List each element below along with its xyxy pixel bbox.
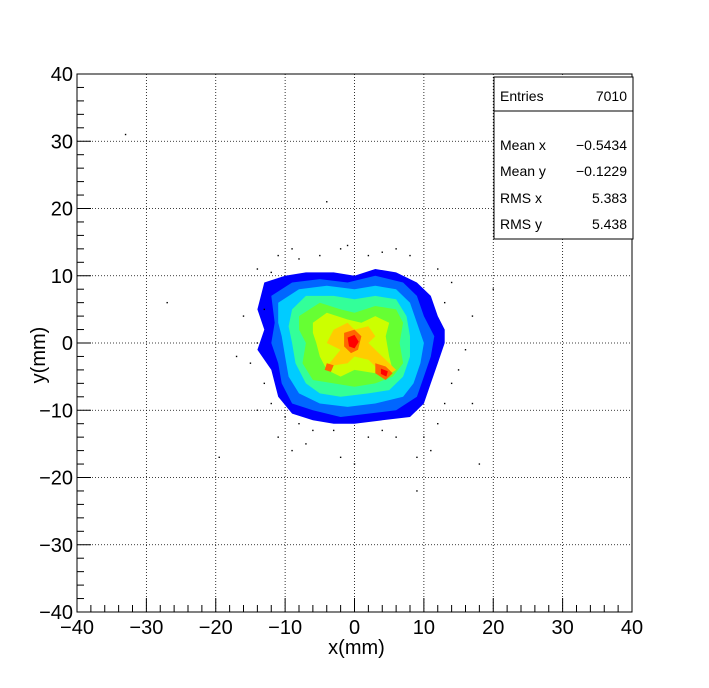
y-tick-label: 40 bbox=[51, 64, 73, 86]
y-tick-label: −10 bbox=[39, 400, 73, 422]
stats-mean-y-value: −0.1229 bbox=[576, 163, 627, 179]
scatter-point bbox=[339, 456, 342, 459]
scatter-point bbox=[166, 301, 168, 304]
scatter-point bbox=[395, 436, 397, 438]
scatter-point bbox=[450, 281, 453, 284]
scatter-point bbox=[464, 349, 467, 351]
x-tick-label: 10 bbox=[413, 617, 435, 639]
scatter-point bbox=[277, 436, 279, 438]
y-tick-label: 0 bbox=[62, 333, 73, 355]
scatter-point bbox=[242, 315, 245, 317]
scatter-point bbox=[277, 254, 279, 257]
scatter-point bbox=[395, 248, 397, 250]
scatter-point bbox=[305, 443, 307, 445]
contour-level-9 bbox=[380, 368, 388, 377]
scatter-point bbox=[270, 271, 272, 274]
x-tick-label: 40 bbox=[621, 617, 643, 639]
x-tick-label: 0 bbox=[349, 617, 360, 639]
scatter-point bbox=[346, 244, 349, 247]
x-tick-label: −30 bbox=[129, 617, 163, 639]
scatter-point bbox=[332, 429, 335, 432]
x-tick-label: −10 bbox=[268, 617, 302, 639]
contour-level-8 bbox=[324, 363, 334, 372]
heatmap-contours bbox=[257, 269, 445, 424]
y-tick-label: 30 bbox=[51, 131, 73, 153]
scatter-point bbox=[298, 423, 300, 425]
scatter-point bbox=[312, 429, 314, 432]
stats-entries-value: 7010 bbox=[596, 88, 627, 104]
stats-mean-x-value: −0.5434 bbox=[576, 137, 627, 153]
scatter-point bbox=[471, 402, 474, 405]
stats-box-frame bbox=[493, 76, 634, 240]
contour-level-9 bbox=[347, 334, 359, 349]
scatter-point bbox=[423, 436, 425, 438]
axis-ticks: −40 −30 −20 −10 0 10 20 30 40 40 30 20 10 0 −10 −20 −30 −… bbox=[39, 64, 643, 639]
scatter-point bbox=[450, 382, 453, 385]
scatter-point bbox=[437, 268, 439, 270]
stats-rms-x-value: 5.383 bbox=[592, 190, 627, 206]
scatter-point bbox=[443, 402, 446, 405]
scatter-point bbox=[430, 449, 432, 452]
scatter-point bbox=[124, 133, 127, 136]
stats-rms-x-label: RMS x bbox=[500, 190, 542, 206]
scatter-point bbox=[353, 463, 356, 465]
scatter-point bbox=[478, 463, 481, 465]
scatter-point bbox=[270, 402, 272, 405]
scatter-point bbox=[249, 362, 252, 364]
scatter-point bbox=[409, 254, 411, 257]
scatter-point bbox=[235, 355, 238, 358]
scatter-point bbox=[263, 382, 266, 385]
y-axis-title: y(mm) bbox=[28, 327, 50, 384]
y-tick-label: −40 bbox=[39, 602, 73, 624]
scatter-point bbox=[471, 315, 474, 317]
scatter-point bbox=[291, 449, 293, 452]
stats-box: Entries 7010 Mean x −0.5434 Mean y −0.12… bbox=[493, 76, 634, 240]
stats-rms-y-label: RMS y bbox=[500, 216, 542, 232]
scatter-point bbox=[218, 456, 220, 459]
stats-rms-y-value: 5.438 bbox=[592, 216, 627, 232]
scatter-point bbox=[256, 409, 259, 411]
x-tick-label: 20 bbox=[482, 617, 504, 639]
y-tick-label: 20 bbox=[51, 199, 73, 221]
scatter-point bbox=[437, 423, 439, 425]
scatter-point bbox=[284, 416, 286, 418]
scatter-point bbox=[291, 248, 293, 250]
x-tick-label: −40 bbox=[60, 617, 94, 639]
scatter-point bbox=[319, 254, 321, 257]
scatter-point bbox=[256, 268, 259, 270]
stats-mean-y-label: Mean y bbox=[500, 163, 546, 179]
x-tick-label: 30 bbox=[552, 617, 574, 639]
y-tick-label: −30 bbox=[39, 535, 73, 557]
y-tick-label: −20 bbox=[39, 468, 73, 490]
scatter-point bbox=[263, 308, 266, 311]
scatter-point bbox=[326, 201, 328, 203]
y-tick-label: 10 bbox=[51, 266, 73, 288]
scatter-point bbox=[492, 288, 494, 290]
scatter-point bbox=[381, 429, 383, 432]
scatter-point bbox=[298, 258, 300, 260]
x-axis-title: x(mm) bbox=[328, 637, 385, 659]
scatter-point bbox=[443, 301, 446, 304]
scatter-point bbox=[416, 490, 418, 492]
scatter-point bbox=[339, 248, 342, 250]
x-tick-label: −20 bbox=[199, 617, 233, 639]
scatter-points bbox=[124, 133, 494, 492]
stats-entries-label: Entries bbox=[500, 88, 544, 104]
scatter-point bbox=[416, 456, 418, 459]
scatter-point bbox=[457, 369, 460, 371]
scatter-point bbox=[256, 342, 259, 344]
scatter-point bbox=[367, 436, 370, 438]
stats-mean-x-label: Mean x bbox=[500, 137, 546, 153]
scatter-point bbox=[367, 254, 370, 257]
scatter-point bbox=[381, 251, 383, 253]
